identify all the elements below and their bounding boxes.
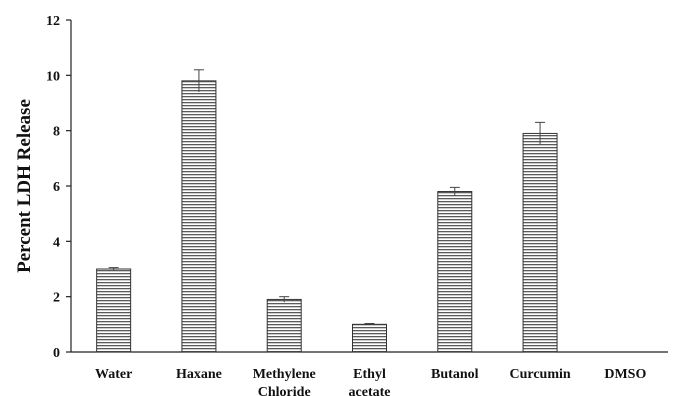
plot-area: 0 2 4 6 8 10 12 Water Haxane Methylene Chloride Eth… (46, 14, 668, 396)
x-tick-label: Chloride (258, 385, 311, 396)
x-tick-label: Water (95, 367, 132, 382)
x-tick-label: Methylene (253, 367, 316, 382)
y-tick-label: 0 (53, 346, 60, 361)
y-tick-label: 8 (53, 125, 60, 140)
x-tick-label: DMSO (604, 367, 646, 382)
bar (181, 80, 217, 353)
x-tick-label: Haxane (176, 367, 222, 382)
bar (352, 323, 387, 353)
y-tick-label: 12 (46, 14, 60, 29)
y-tick-label: 2 (53, 291, 60, 306)
x-tick-label: Curcumin (509, 367, 570, 382)
x-tick-label: acetate (349, 385, 391, 396)
y-axis-title: Percent LDH Release (14, 99, 35, 273)
y-tick-label: 4 (53, 235, 60, 250)
bar (437, 191, 473, 353)
y-tick-label: 10 (46, 69, 60, 84)
y-tick-label: 6 (53, 180, 60, 195)
x-tick-label: Butanol (431, 367, 479, 382)
bar (522, 132, 558, 353)
bar (266, 298, 302, 353)
bar (96, 268, 132, 353)
x-tick-label: Ethyl (353, 367, 386, 382)
